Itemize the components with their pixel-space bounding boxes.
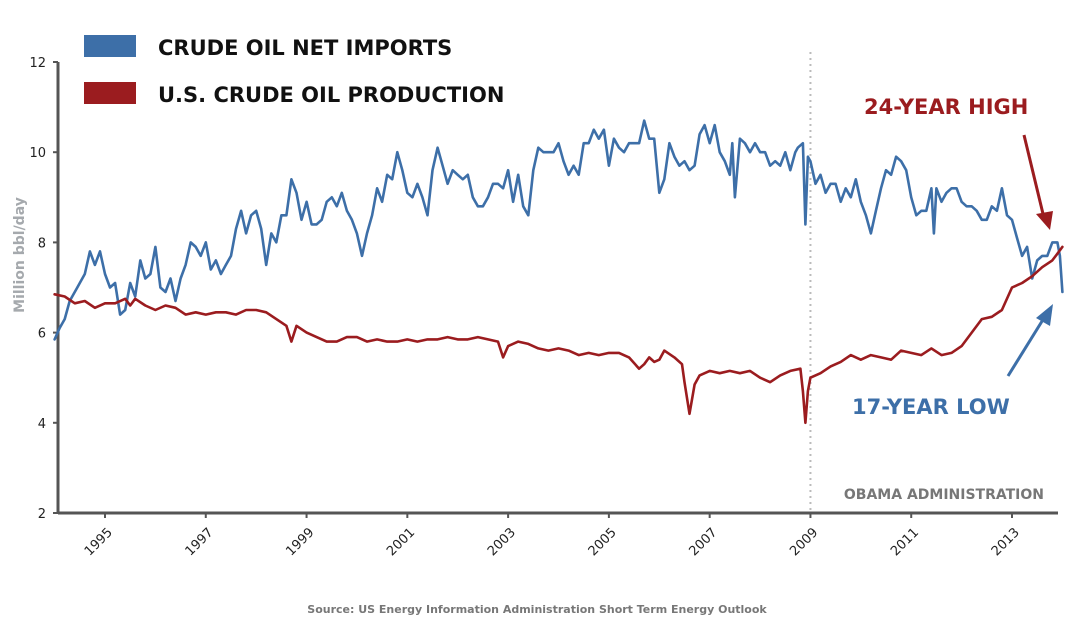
legend-swatch-imports	[84, 35, 136, 57]
y-tick-label: 8	[38, 236, 46, 251]
x-tick-label: 2007	[686, 525, 720, 559]
annotation-24-year-high: 24-YEAR HIGH	[864, 95, 1028, 119]
x-ticks: 1995 1997 1999 2001 2003 2005 2007 2009 2011 2013	[82, 513, 1023, 559]
y-ticks: 2 4 6 8 10 12	[29, 56, 58, 522]
x-tick-label: 2001	[384, 525, 418, 559]
administration-label: OBAMA ADMINISTRATION	[844, 487, 1044, 503]
series-line-imports	[53, 119, 1064, 341]
arrow-high-icon	[1036, 211, 1053, 230]
y-tick-label: 12	[29, 56, 46, 71]
annotation-17-year-low: 17-YEAR LOW	[852, 395, 1010, 419]
x-tick-label: 1999	[283, 525, 317, 559]
source-note: Source: US Energy Information Administra…	[307, 603, 767, 616]
series-line-production	[53, 245, 1064, 425]
x-tick-label: 2011	[888, 525, 922, 559]
legend-label-imports: CRUDE OIL NET IMPORTS	[158, 36, 452, 60]
x-tick-label: 2013	[989, 525, 1023, 559]
axes	[56, 62, 1058, 515]
legend-label-production: U.S. CRUDE OIL PRODUCTION	[158, 83, 504, 107]
x-tick-label: 1997	[183, 525, 217, 559]
arrow-high-shaft	[1022, 134, 1046, 219]
y-axis-label: Million bbl/day	[12, 197, 28, 313]
x-tick-label: 2009	[787, 525, 821, 559]
legend-swatch-production	[84, 82, 136, 104]
y-tick-label: 6	[38, 327, 46, 342]
x-tick-label: 1995	[82, 525, 116, 559]
x-tick-label: 2005	[586, 525, 620, 559]
y-tick-label: 2	[38, 507, 46, 522]
legend: CRUDE OIL NET IMPORTS U.S. CRUDE OIL PRO…	[84, 35, 504, 107]
arrow-low-shaft	[1006, 317, 1046, 377]
y-tick-label: 4	[38, 417, 46, 432]
series-group	[53, 119, 1064, 425]
arrow-low-icon	[1036, 304, 1053, 326]
x-tick-label: 2003	[485, 525, 519, 559]
y-tick-label: 10	[29, 146, 46, 161]
